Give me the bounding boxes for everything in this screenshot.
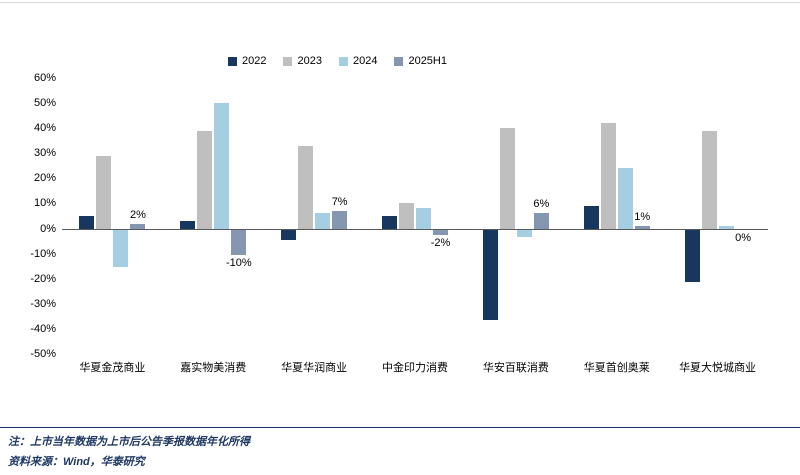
bar-2022 xyxy=(482,229,498,320)
x-axis-category-label: 华夏华润商业 xyxy=(281,362,348,374)
bar-2023 xyxy=(600,123,616,229)
bar-2025H1 xyxy=(634,226,650,229)
bar-2024 xyxy=(718,226,734,229)
bar-2022 xyxy=(583,205,599,229)
y-axis-tick-label: 40% xyxy=(33,122,56,135)
bar-2022 xyxy=(684,229,700,283)
footer: 注：上市当年数据为上市后公告季报数据年化所得 资料来源：Wind，华泰研究 xyxy=(8,432,250,472)
bar-2025H1 xyxy=(433,229,448,235)
legend-swatch xyxy=(338,56,348,66)
bar-2023 xyxy=(96,155,112,229)
bar-2025H1 xyxy=(130,223,146,229)
y-axis-tick-label: 10% xyxy=(33,197,56,210)
footnote: 注：上市当年数据为上市后公告季报数据年化所得 xyxy=(8,436,250,448)
bar-2025H1 xyxy=(332,210,348,229)
bar-2024 xyxy=(315,213,331,229)
legend-item-2023: 2023 xyxy=(283,55,322,67)
x-axis-category-label: 华夏首创奥莱 xyxy=(583,362,650,374)
bar-value-label: 2% xyxy=(129,208,146,221)
bar-2024 xyxy=(516,229,532,238)
bar-value-label: 1% xyxy=(634,211,651,224)
bar-2025H1 xyxy=(533,213,549,229)
bar-2023 xyxy=(197,130,213,229)
y-axis-tick-label: 0% xyxy=(40,222,56,235)
y-axis-tick-label: 60% xyxy=(33,72,56,84)
y-axis-tick-label: 20% xyxy=(33,172,56,185)
bar-2022 xyxy=(382,216,397,229)
bar-2022 xyxy=(180,221,196,229)
footer-divider xyxy=(0,427,800,428)
bar-2022 xyxy=(281,229,297,240)
chart-legend: 2022 2023 2024 2025H1 xyxy=(228,55,447,67)
bar-2023 xyxy=(701,130,717,229)
zero-axis-line xyxy=(62,228,768,230)
legend-label: 2022 xyxy=(242,55,267,67)
x-axis-category-label: 中金印力消费 xyxy=(381,362,448,374)
legend-label: 2024 xyxy=(352,55,378,67)
bar-2024 xyxy=(617,168,633,229)
legend-item-2022: 2022 xyxy=(228,55,266,67)
bar-value-label: 0% xyxy=(735,231,752,244)
legend-swatch xyxy=(283,56,293,66)
legend-item-2024: 2024 xyxy=(338,55,378,67)
bar-value-label: 7% xyxy=(331,195,348,208)
bar-2024 xyxy=(113,229,129,268)
legend-swatch xyxy=(228,56,237,66)
legend-label: 2023 xyxy=(297,55,322,67)
bar-2023 xyxy=(399,203,414,229)
top-divider xyxy=(0,2,800,3)
source-note: 资料来源：Wind，华泰研究 xyxy=(8,456,145,468)
y-axis-tick-label: -40% xyxy=(30,322,56,335)
y-axis-tick-label: -20% xyxy=(30,272,56,285)
bar-value-label: 6% xyxy=(533,198,550,211)
x-axis-category-label: 嘉实物美消费 xyxy=(180,362,247,374)
bar-2023 xyxy=(298,145,314,229)
y-axis-tick-label: 50% xyxy=(33,97,56,110)
x-axis-category-label: 华夏金茂商业 xyxy=(79,362,146,374)
legend-label: 2025H1 xyxy=(408,55,447,67)
bar-value-label: -10% xyxy=(225,256,252,269)
bar-2025H1 xyxy=(231,229,247,255)
bar-2024 xyxy=(416,208,431,229)
bar-value-label: -2% xyxy=(430,236,451,249)
y-axis-tick-label: -30% xyxy=(30,297,56,310)
bar-2024 xyxy=(214,103,230,229)
y-axis-tick-label: -50% xyxy=(30,348,56,360)
y-axis-tick-label: 30% xyxy=(33,147,56,160)
x-axis-category-label: 华安百联消费 xyxy=(482,362,549,374)
x-axis-category-label: 华夏大悦城商业 xyxy=(679,362,757,374)
y-axis-tick-label: -10% xyxy=(30,247,56,260)
legend-item-2025H1: 2025H1 xyxy=(394,55,447,67)
bar-2023 xyxy=(499,128,515,229)
legend-swatch xyxy=(394,56,404,66)
bar-2022 xyxy=(79,216,95,229)
